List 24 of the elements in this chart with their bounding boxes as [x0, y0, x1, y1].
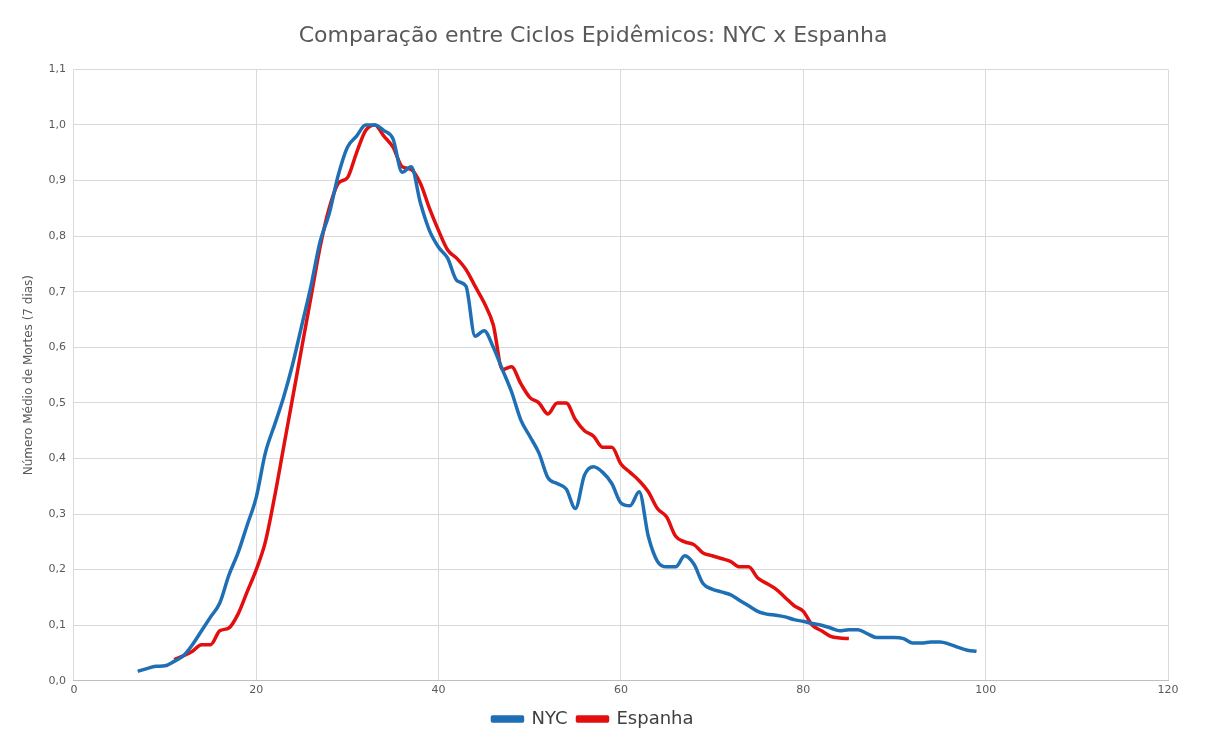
legend-label: Espanha	[616, 706, 694, 728]
y-tick-label: 1,1	[48, 62, 66, 76]
y-axis-title: Número Médio de Mortes (7 dias)	[21, 274, 36, 476]
y-tick-label: 0,1	[48, 618, 66, 632]
x-tick-label: 120	[1157, 683, 1179, 697]
x-tick-label: 20	[249, 683, 264, 697]
y-tick-label: 0,8	[48, 229, 66, 242]
x-tick-label: 80	[796, 683, 811, 697]
y-tick-label: 0,2	[48, 562, 66, 576]
y-tick-label: 0,9	[48, 173, 66, 187]
y-tick-label: 0,3	[48, 506, 66, 520]
y-tick-label: 0,6	[48, 340, 66, 354]
y-tick-label: 0,0	[48, 673, 66, 687]
x-tick-label: 40	[431, 683, 446, 697]
x-tick-label: 60	[613, 683, 628, 697]
y-tick-label: 1,0	[48, 117, 66, 131]
line-series	[135, 123, 979, 674]
chart-title: Comparação entre Ciclos Epidêmicos: NYC x Espanha	[298, 21, 888, 47]
x-tick-label: 100	[975, 683, 997, 697]
y-tick-label: 0,5	[48, 395, 66, 409]
y-tick-label: 0,4	[48, 451, 66, 465]
legend-label: NYC	[531, 706, 568, 728]
y-tick-label: 0,7	[48, 284, 66, 298]
x-tick-label: 0	[70, 683, 78, 697]
